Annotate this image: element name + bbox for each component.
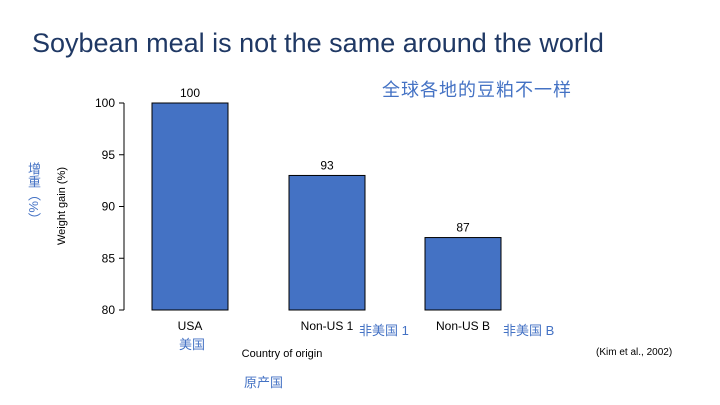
data-label: 87 bbox=[456, 221, 470, 235]
bar bbox=[288, 174, 366, 311]
category-label: Non-US B bbox=[436, 319, 490, 333]
y-tick-label: 100 bbox=[95, 96, 115, 110]
chinese-category-label-non-us-b: 非美国 B bbox=[503, 323, 555, 338]
y-tick-label: 90 bbox=[102, 200, 116, 214]
x-axis-title: Country of origin bbox=[242, 348, 323, 360]
y-tick-label: 95 bbox=[102, 148, 116, 162]
data-label: 93 bbox=[320, 158, 334, 172]
citation: (Kim et al., 2002) bbox=[596, 347, 673, 358]
category-label: Non-US 1 bbox=[301, 319, 354, 333]
chinese-x-axis-label: 原产国 bbox=[244, 375, 284, 390]
bar bbox=[151, 102, 229, 311]
slide-title: Soybean meal is not the same around the … bbox=[32, 28, 604, 58]
y-tick-label: 85 bbox=[102, 251, 116, 265]
chinese-subtitle: 全球各地的豆粕不一样 bbox=[382, 80, 572, 100]
chinese-category-label-usa: 美国 bbox=[179, 337, 206, 352]
category-label: USA bbox=[178, 319, 203, 333]
chinese-category-label-non-us-1: 非美国 1 bbox=[359, 323, 409, 338]
y-tick-label: 80 bbox=[102, 303, 116, 317]
chinese-y-axis-label: 增重（%） bbox=[26, 162, 41, 226]
bar bbox=[424, 237, 502, 311]
y-axis-title: Weight gain (%) bbox=[56, 167, 68, 245]
data-label: 100 bbox=[180, 86, 200, 100]
